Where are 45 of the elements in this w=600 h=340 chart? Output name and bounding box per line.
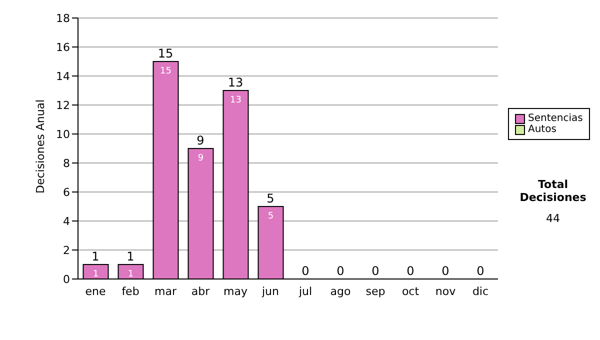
total-label: 9 (196, 134, 204, 148)
y-tick-label: 4 (63, 214, 70, 228)
total-label: 1 (92, 250, 100, 264)
x-tick-label: abr (191, 284, 210, 298)
y-tick-label: 2 (63, 244, 70, 257)
legend-label: Sentencias (528, 113, 583, 124)
total-label: 0 (302, 264, 310, 278)
y-tick-label: 18 (56, 12, 70, 25)
x-tick-label: dic (472, 284, 489, 298)
y-tick-label: 6 (63, 186, 70, 199)
y-tick-label: 10 (56, 128, 70, 141)
data-label: 1 (128, 270, 134, 280)
x-tick-label: sep (366, 284, 386, 298)
x-tick-label: mar (154, 284, 177, 298)
data-label: 15 (160, 66, 172, 76)
x-tick-label: nov (435, 284, 456, 298)
total-label: 0 (442, 264, 450, 278)
x-tick-label: ago (330, 284, 351, 298)
data-label: 13 (230, 96, 242, 106)
data-label: 9 (198, 154, 204, 164)
y-tick-label: 12 (56, 98, 70, 112)
x-tick-label: jun (261, 284, 280, 298)
y-tick-label: 14 (56, 70, 70, 83)
total-label: 0 (336, 264, 344, 278)
text: 44 (545, 212, 561, 225)
y-tick-label: 16 (56, 40, 70, 54)
x-tick-label: may (224, 284, 248, 298)
x-tick-label: jul (298, 284, 312, 298)
data-label: 1 (92, 270, 99, 280)
total-label: 13 (228, 76, 244, 90)
y-tick-label: 8 (63, 156, 70, 170)
total-label: 15 (158, 46, 174, 60)
legend-label: Autos (528, 124, 556, 135)
y-tick-label: 0 (63, 272, 70, 286)
data-label: 5 (268, 212, 274, 222)
x-tick-label: ene (85, 284, 106, 298)
total-label: 0 (406, 264, 414, 278)
x-tick-label: feb (122, 284, 140, 298)
total-label: 5 (266, 192, 274, 206)
y-axis-title: Decisiones Anual (34, 99, 47, 194)
text: Total Decisiones (518, 178, 588, 204)
x-tick-label: oct (402, 284, 420, 298)
total-label: 0 (372, 264, 380, 278)
total-label: 1 (126, 250, 134, 264)
total-label: 0 (476, 264, 484, 278)
